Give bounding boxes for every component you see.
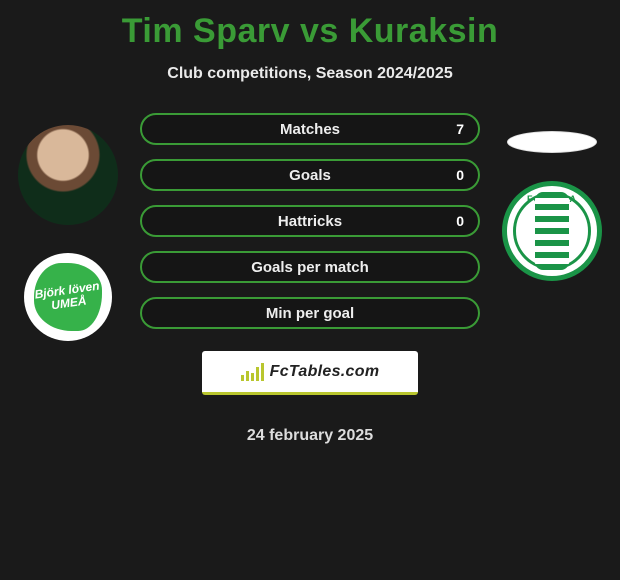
stat-left-value xyxy=(142,253,170,281)
stat-row-goals-per-match: Goals per match xyxy=(140,251,480,283)
date-text: 24 february 2025 xyxy=(247,427,373,445)
logo-band xyxy=(535,192,569,270)
stat-left-value xyxy=(142,299,170,327)
page-title: Tim Sparv vs Kuraksin xyxy=(122,12,498,51)
stat-row-hattricks: Hattricks 0 xyxy=(140,205,480,237)
player-left-avatar xyxy=(18,125,118,225)
stats-column: Matches 7 Goals 0 Hattricks 0 Goals per … xyxy=(128,113,492,445)
right-player-column: FCFLORA xyxy=(492,113,612,281)
stat-right-value: 7 xyxy=(442,115,478,143)
stat-right-value: 0 xyxy=(442,161,478,189)
player-left-club-logo: Björk löven UMEÅ xyxy=(24,253,112,341)
stat-right-value xyxy=(450,299,478,327)
stat-label: Goals per match xyxy=(142,259,478,276)
branding-text: FcTables.com xyxy=(270,363,380,381)
subtitle: Club competitions, Season 2024/2025 xyxy=(167,65,452,83)
infographic-root: Tim Sparv vs Kuraksin Club competitions,… xyxy=(0,0,620,445)
player-right-avatar xyxy=(507,131,597,153)
stat-row-matches: Matches 7 xyxy=(140,113,480,145)
stat-left-value xyxy=(142,207,170,235)
stat-row-min-per-goal: Min per goal xyxy=(140,297,480,329)
player-right-club-logo: FCFLORA xyxy=(502,181,602,281)
stat-label: Min per goal xyxy=(142,305,478,322)
stat-label: Matches xyxy=(142,121,478,138)
left-player-column: Björk löven UMEÅ xyxy=(8,113,128,341)
body-row: Björk löven UMEÅ Matches 7 Goals 0 Hattr… xyxy=(0,113,620,445)
branding-box: FcTables.com xyxy=(202,351,418,395)
stat-left-value xyxy=(142,115,170,143)
stat-left-value xyxy=(142,161,170,189)
stat-row-goals: Goals 0 xyxy=(140,159,480,191)
player-left-club-text: Björk löven UMEÅ xyxy=(18,247,117,346)
branding-bars-icon xyxy=(241,363,264,381)
stat-label: Goals xyxy=(142,167,478,184)
stat-label: Hattricks xyxy=(142,213,478,230)
stat-right-value xyxy=(450,253,478,281)
stat-right-value: 0 xyxy=(442,207,478,235)
